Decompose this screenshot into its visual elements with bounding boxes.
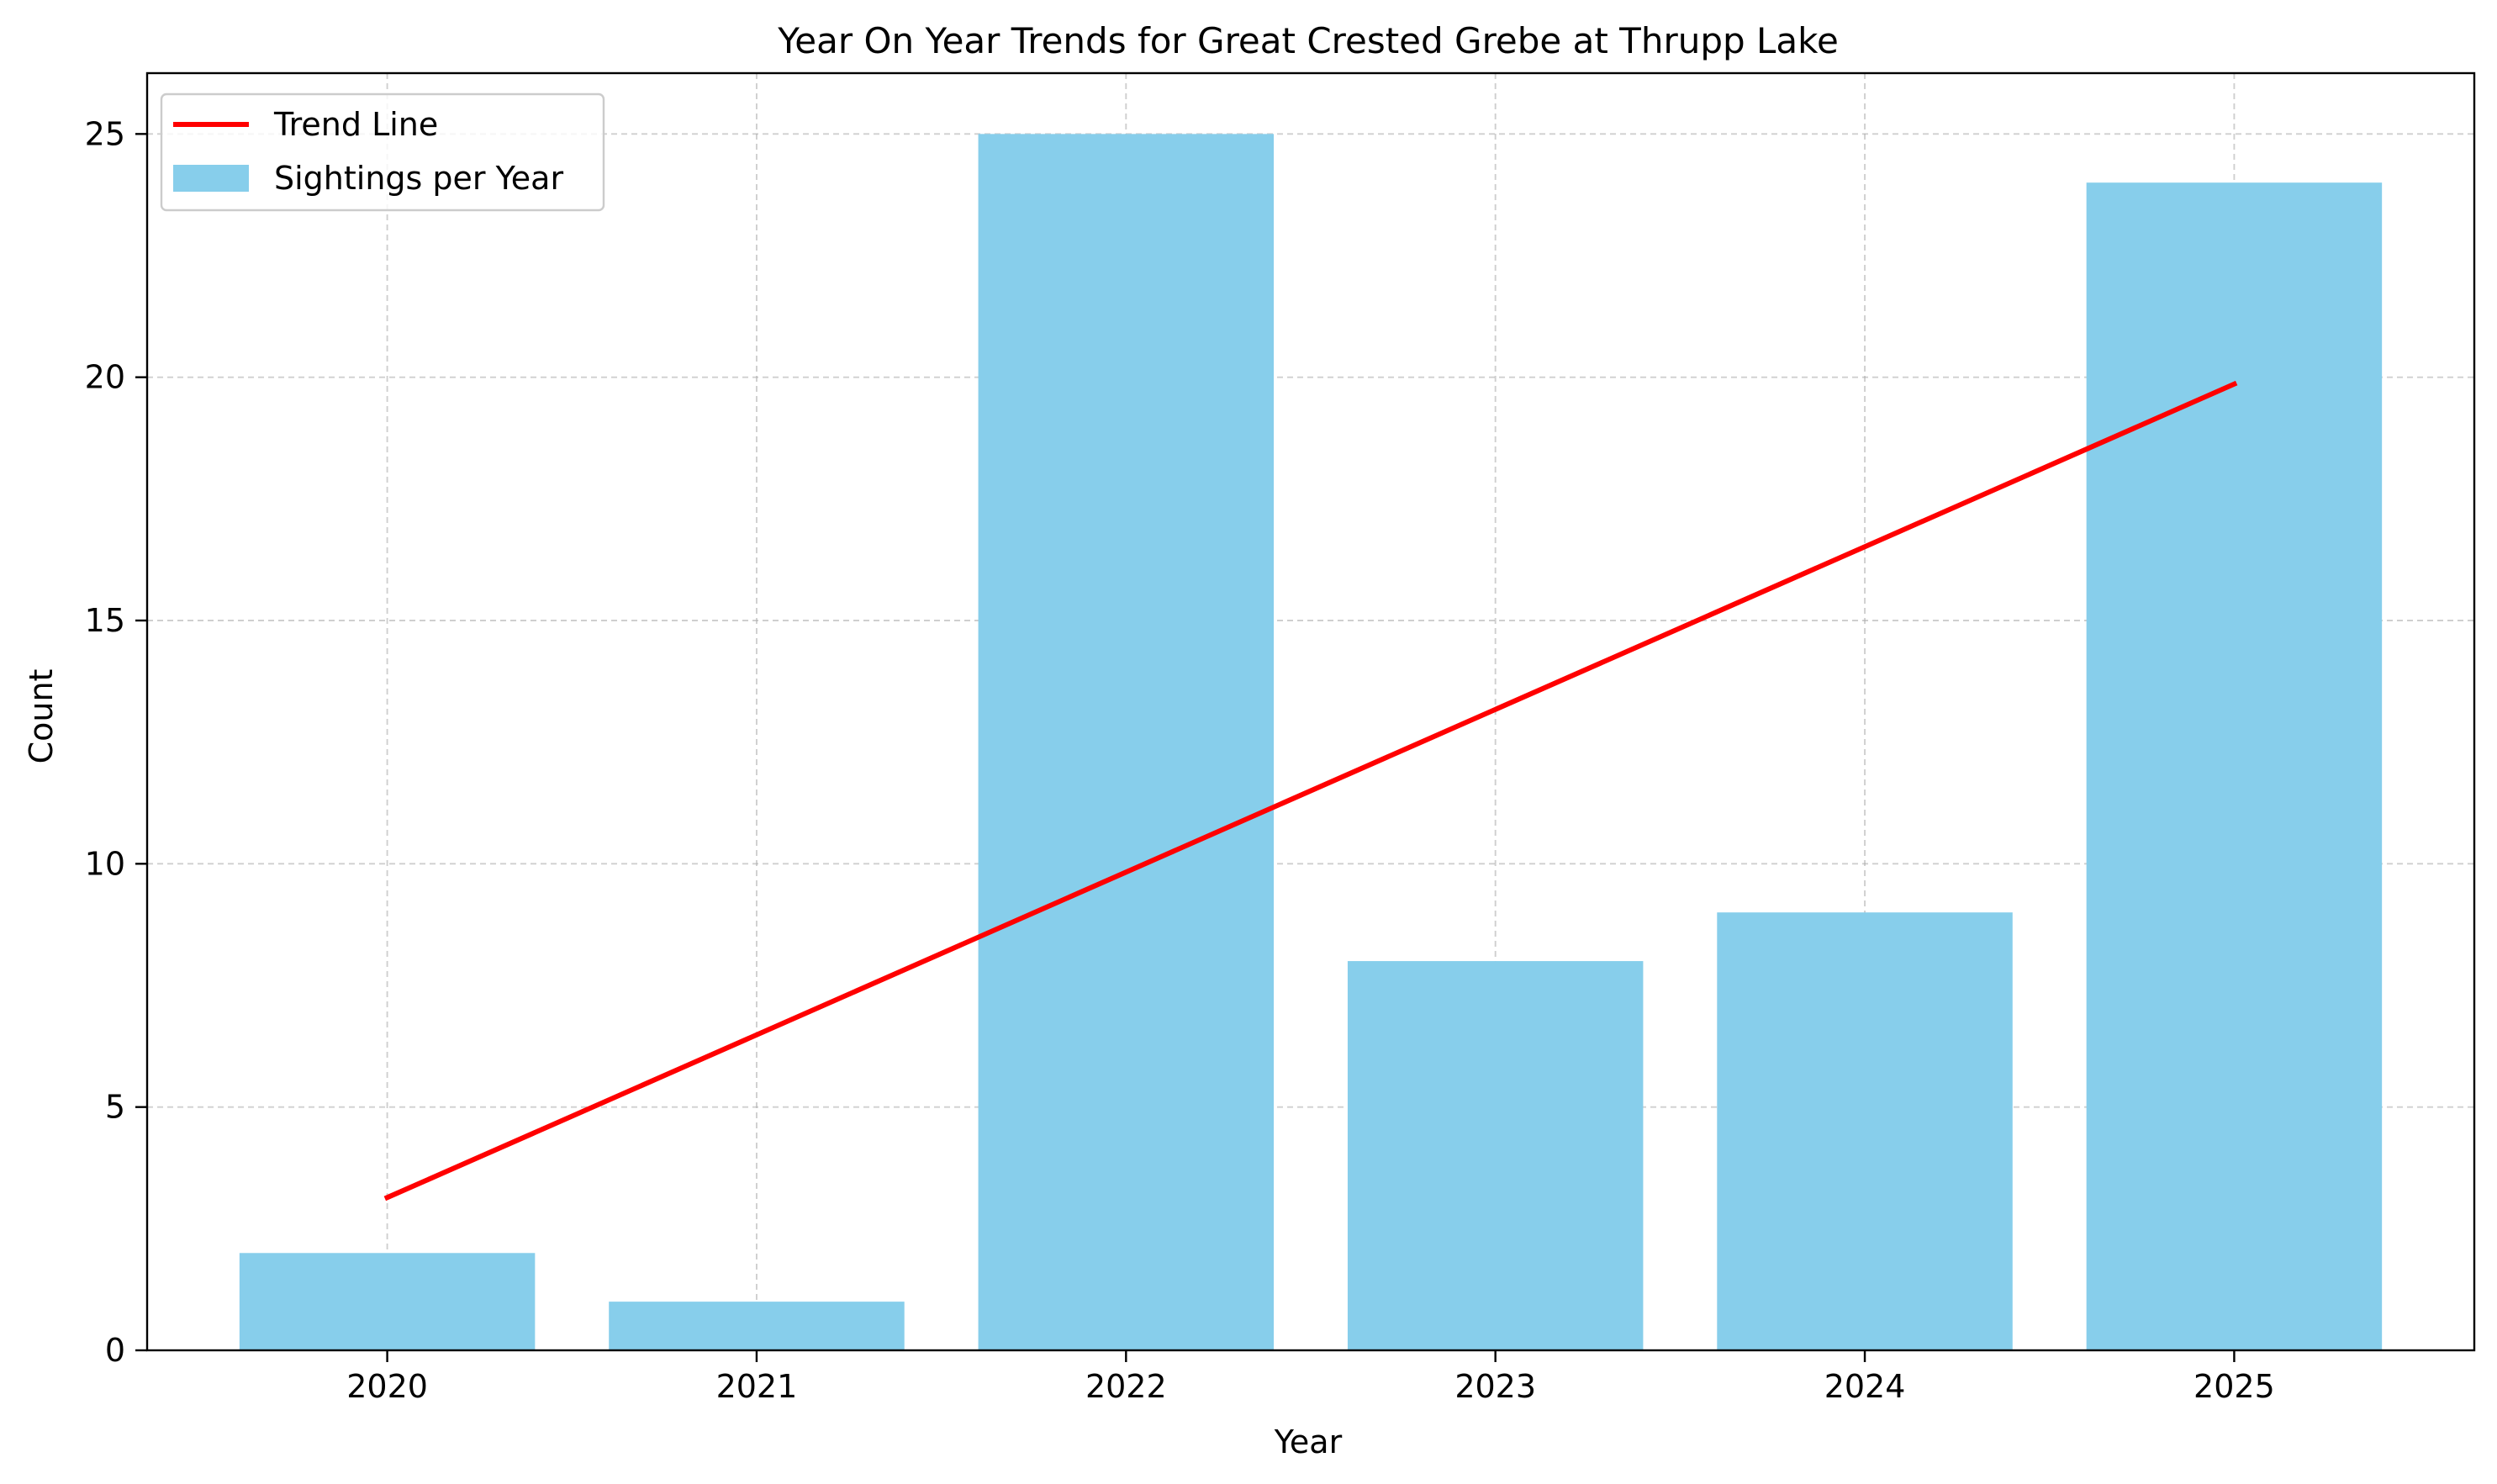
bar-2022: [978, 134, 1275, 1350]
y-tick-label: 0: [105, 1332, 125, 1369]
chart-title: Year On Year Trends for Great Crested Gr…: [777, 20, 1839, 61]
plot-frame: [145, 71, 2476, 1352]
trend-line: [383, 380, 2238, 1201]
x-tick-label: 2024: [1824, 1368, 1906, 1405]
bar-2023: [1347, 961, 1644, 1350]
y-tick-label: 15: [85, 602, 125, 639]
y-tick-label: 5: [105, 1089, 125, 1126]
y-tick-label: 20: [85, 359, 125, 396]
x-tick-label: 2023: [1454, 1368, 1536, 1405]
x-tick-label: 2021: [716, 1368, 798, 1405]
y-tick-label: 25: [85, 115, 125, 152]
bars: [239, 134, 2383, 1351]
legend-trend-line-label: Trend Line: [273, 106, 438, 143]
x-tick-label: 2025: [2193, 1368, 2275, 1405]
y-tick-label: 10: [85, 845, 125, 882]
y-axis-label: Count: [23, 669, 60, 764]
bar-2021: [609, 1302, 905, 1350]
x-tick-label: 2022: [1085, 1368, 1167, 1405]
trend-layer: [383, 380, 2238, 1201]
legend-box: [160, 92, 605, 212]
legend: Trend Line Sightings per Year: [160, 92, 605, 212]
legend-sightings-swatch: [173, 165, 249, 192]
bar-2020: [239, 1253, 536, 1350]
x-axis-label: Year: [1274, 1423, 1343, 1460]
legend-sightings-label: Sightings per Year: [274, 160, 563, 197]
bar-2024: [1717, 912, 2013, 1350]
bar-2025: [2086, 182, 2383, 1351]
x-tick-label: 2020: [346, 1368, 428, 1405]
